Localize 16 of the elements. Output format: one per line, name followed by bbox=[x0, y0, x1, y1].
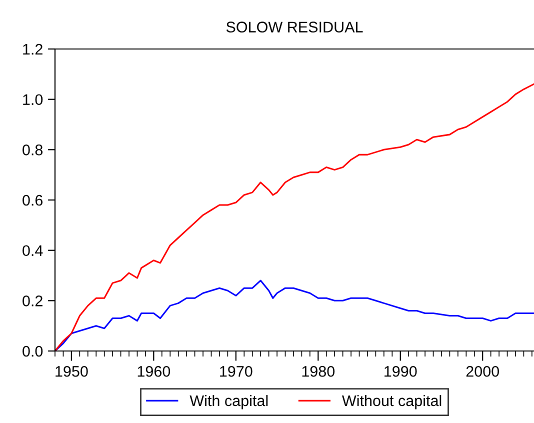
chart-title: SOLOW RESIDUAL bbox=[226, 22, 363, 32]
x-tick-label: 1950 bbox=[56, 366, 88, 377]
x-tick-label: 2000 bbox=[466, 366, 500, 377]
y-tick-label: 0.4 bbox=[22, 245, 43, 256]
y-tick-label: 1.2 bbox=[23, 44, 42, 55]
y-tick-label: 0.2 bbox=[22, 296, 42, 306]
y-tick-label: 1.0 bbox=[23, 94, 43, 106]
x-tick-label: 1970 bbox=[220, 366, 252, 377]
legend-label: Without capital bbox=[342, 394, 442, 410]
x-tick-label: 1960 bbox=[138, 366, 170, 377]
y-tick-label: 0.0 bbox=[22, 346, 43, 357]
x-tick-label: 1990 bbox=[384, 366, 417, 377]
x-tick-label: 1980 bbox=[302, 366, 335, 377]
legend-label: With capital bbox=[190, 394, 268, 410]
y-tick-label: 0.6 bbox=[22, 194, 43, 206]
y-tick-label: 0.8 bbox=[22, 144, 43, 156]
